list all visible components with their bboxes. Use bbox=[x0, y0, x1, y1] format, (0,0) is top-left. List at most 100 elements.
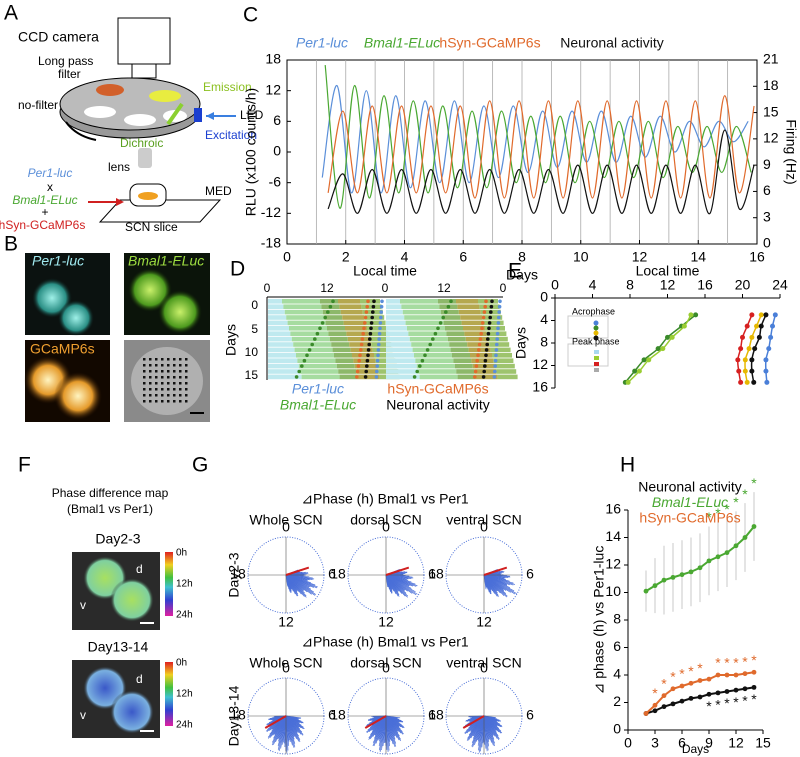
phase-dot bbox=[493, 358, 498, 363]
y-axis-title: ⊿ phase (h) vs Per1-luc bbox=[591, 546, 607, 695]
band bbox=[372, 347, 393, 353]
electrode bbox=[155, 364, 158, 367]
y-tick-label: 6 bbox=[613, 638, 621, 654]
point bbox=[733, 672, 739, 678]
band bbox=[442, 315, 461, 320]
colorbar-label: 12h bbox=[176, 689, 193, 700]
point bbox=[744, 323, 750, 329]
point bbox=[749, 312, 755, 318]
filter bbox=[149, 90, 181, 102]
band bbox=[268, 353, 296, 358]
y2-tick-label: 9 bbox=[763, 156, 771, 172]
phase-dot bbox=[362, 326, 366, 331]
point bbox=[751, 379, 757, 385]
electrode bbox=[179, 400, 182, 403]
colorbar-label: 24h bbox=[176, 720, 193, 731]
y-tick-label: 16 bbox=[532, 379, 548, 395]
tick-label: 0 bbox=[500, 281, 507, 295]
phase-dot bbox=[368, 337, 372, 341]
phase-dot bbox=[357, 358, 362, 363]
phase-dot bbox=[481, 375, 486, 379]
electrode bbox=[179, 388, 182, 391]
band bbox=[283, 304, 322, 309]
significance: * bbox=[742, 692, 748, 708]
electrode bbox=[149, 400, 152, 403]
band bbox=[339, 374, 358, 380]
point bbox=[632, 368, 638, 374]
tick-label: 12 bbox=[320, 281, 334, 295]
x-tick-label: 0 bbox=[283, 249, 291, 265]
electrode bbox=[179, 370, 182, 373]
electrode bbox=[149, 358, 152, 361]
direction-label: 6 bbox=[526, 566, 534, 582]
electrode bbox=[173, 358, 176, 361]
phase-dot bbox=[483, 304, 488, 309]
electrode bbox=[179, 358, 182, 361]
band bbox=[365, 320, 386, 326]
phase-dot bbox=[368, 331, 373, 336]
legend-label: Neuronal activity bbox=[386, 397, 490, 413]
point bbox=[742, 671, 748, 677]
label: CCD camera bbox=[18, 29, 99, 45]
y-tick-label: 0 bbox=[613, 721, 621, 737]
significance: * bbox=[706, 509, 712, 525]
direction-label: 18 bbox=[230, 566, 246, 582]
label: lens bbox=[108, 160, 130, 174]
phase-dot bbox=[418, 364, 422, 368]
point bbox=[738, 346, 744, 352]
band bbox=[386, 331, 409, 336]
point bbox=[652, 583, 658, 589]
phase-dot bbox=[480, 326, 484, 331]
column-title: Whole SCN bbox=[249, 512, 322, 528]
phase-dot bbox=[365, 358, 370, 363]
electrode bbox=[167, 364, 170, 367]
electrode bbox=[185, 400, 188, 403]
phase-dot bbox=[494, 348, 499, 352]
point bbox=[697, 694, 703, 700]
point bbox=[697, 565, 703, 571]
point bbox=[770, 323, 775, 329]
phase-dot bbox=[420, 358, 425, 363]
electrode bbox=[173, 376, 176, 379]
image-label: Bmal1-ELuc bbox=[128, 253, 204, 269]
x-tick-label: 12 bbox=[728, 735, 744, 751]
direction-label: 0 bbox=[282, 660, 290, 676]
phase-dot bbox=[375, 358, 380, 363]
panel-label: D bbox=[230, 258, 245, 281]
significance: * bbox=[679, 666, 685, 682]
direction-label: 6 bbox=[428, 707, 436, 723]
band bbox=[453, 358, 472, 363]
electrode bbox=[161, 364, 164, 367]
x-tick-label: 6 bbox=[678, 735, 686, 751]
legend-marker bbox=[594, 368, 599, 372]
legend-marker bbox=[594, 350, 599, 354]
phase-dot bbox=[449, 299, 453, 304]
band bbox=[268, 315, 287, 320]
band bbox=[461, 320, 484, 326]
title: ⊿Phase (h) Bmal1 vs Per1 bbox=[301, 634, 469, 650]
band bbox=[289, 326, 327, 331]
phase-dot bbox=[358, 353, 362, 358]
band bbox=[386, 342, 412, 347]
y2-tick-label: 0 bbox=[763, 235, 771, 251]
significance: * bbox=[697, 660, 703, 676]
point bbox=[661, 704, 667, 710]
phase-dot bbox=[378, 326, 382, 331]
band bbox=[457, 374, 476, 380]
significance: * bbox=[733, 694, 739, 710]
label: x bbox=[47, 180, 53, 194]
band bbox=[322, 309, 341, 315]
phase-dot bbox=[377, 331, 382, 336]
phase-dot bbox=[497, 310, 502, 314]
point bbox=[751, 684, 757, 690]
image-blob bbox=[54, 372, 102, 420]
phase-dot bbox=[438, 321, 443, 325]
band bbox=[465, 336, 488, 342]
band bbox=[492, 353, 512, 358]
map-blob bbox=[110, 690, 154, 734]
electrode bbox=[143, 364, 146, 367]
significance: * bbox=[751, 475, 757, 491]
phase-dot bbox=[478, 337, 483, 341]
x-tick-label: 3 bbox=[651, 735, 659, 751]
band bbox=[329, 336, 348, 342]
